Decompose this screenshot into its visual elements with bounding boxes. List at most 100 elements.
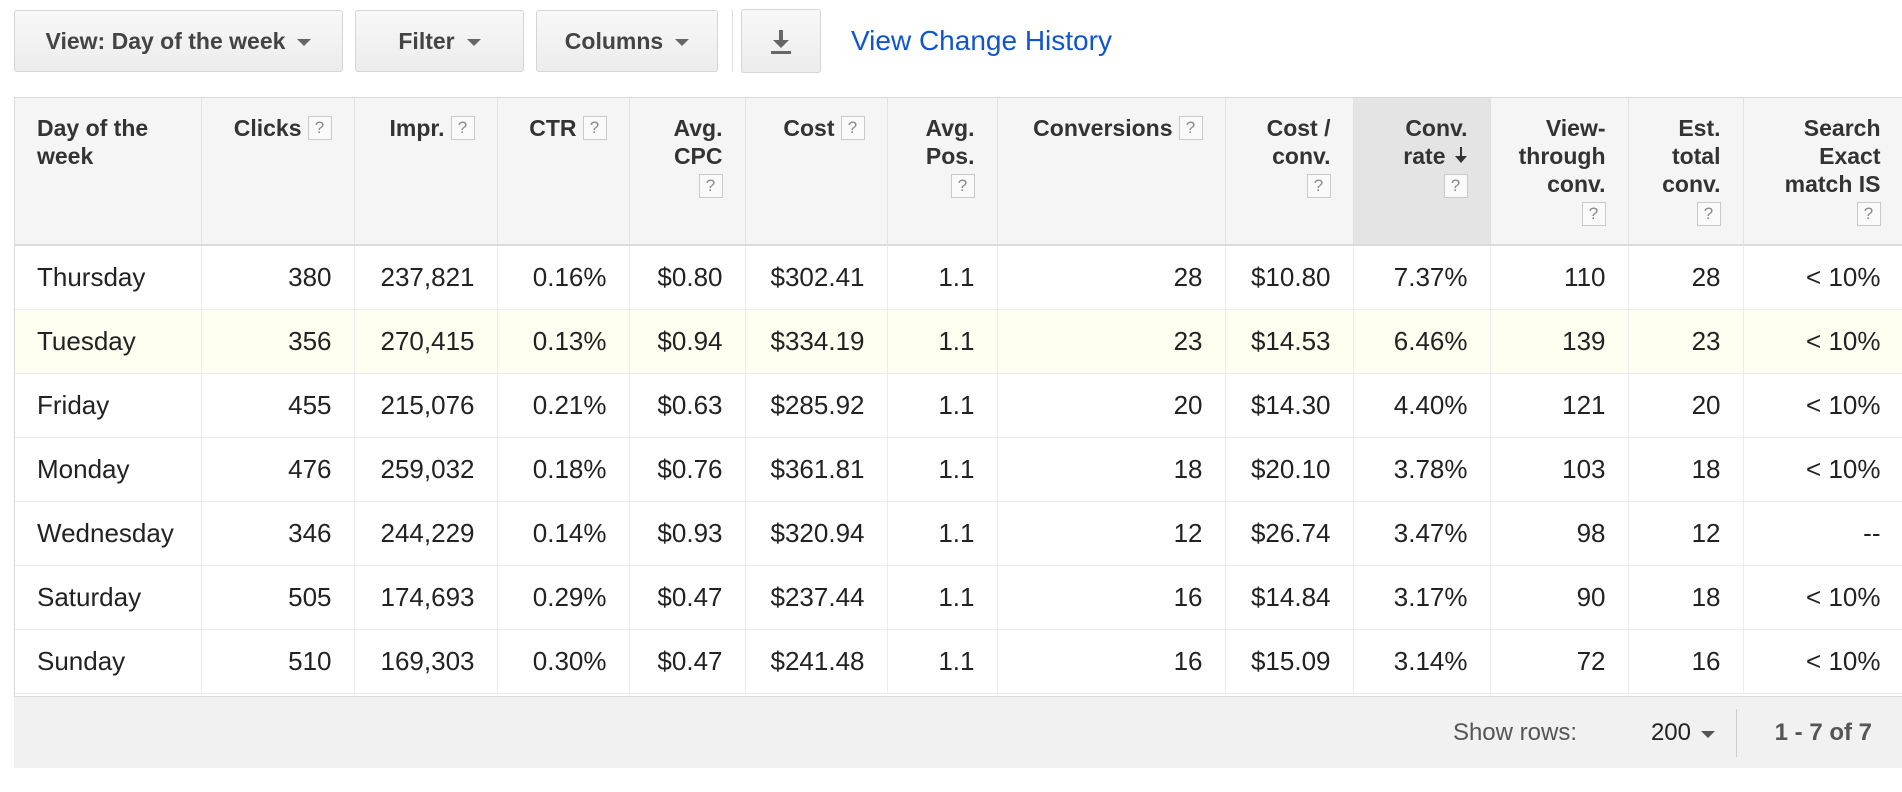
table-cell: 0.16% — [497, 245, 630, 310]
columns-dropdown-label: Columns — [564, 27, 664, 54]
table-cell: 270,415 — [354, 309, 498, 374]
help-icon[interactable]: ? — [840, 115, 865, 140]
table-row[interactable]: Saturday 505 174,693 0.29% $0.47 $237.44 1.1 16… — [15, 565, 1902, 630]
table-cell: $320.94 — [745, 501, 888, 566]
help-icon[interactable]: ? — [1581, 202, 1606, 226]
header-label: View-through conv. — [1518, 115, 1606, 197]
table-cell: $0.47 — [629, 629, 746, 694]
table-row[interactable]: Friday 455 215,076 0.21% $0.63 $285.92 1.1 20 $1… — [15, 373, 1902, 438]
help-icon[interactable]: ? — [307, 115, 332, 140]
filter-dropdown-button[interactable]: Filter — [355, 10, 524, 72]
table-cell: $0.76 — [629, 437, 746, 502]
table-cell: < 10% — [1743, 245, 1902, 310]
table-cell: 505 — [201, 565, 355, 630]
table-cell: $237.44 — [745, 565, 888, 630]
table-cell: $20.10 — [1225, 437, 1354, 502]
chevron-down-icon — [297, 39, 312, 46]
row-day-label: Wednesday — [15, 501, 202, 566]
view-dropdown-button[interactable]: View: Day of the week — [14, 10, 343, 72]
header-ctr[interactable]: CTR? — [497, 98, 630, 246]
table-cell: 103 — [1490, 437, 1629, 502]
header-avg-pos[interactable]: Avg. Pos.? — [887, 98, 998, 246]
header-view-through-conv[interactable]: View-through conv.? — [1490, 98, 1629, 246]
table-cell: < 10% — [1743, 373, 1902, 438]
table-body: Thursday 380 237,821 0.16% $0.80 $302.41 1.1 28… — [15, 245, 1902, 694]
header-clicks[interactable]: Clicks? — [201, 98, 355, 246]
header-cost[interactable]: Cost? — [745, 98, 888, 246]
header-impressions[interactable]: Impr.? — [354, 98, 498, 246]
header-avg-cpc[interactable]: Avg. CPC? — [629, 98, 746, 246]
columns-dropdown-button[interactable]: Columns — [536, 10, 718, 72]
header-label: CTR — [529, 115, 577, 141]
table-row[interactable]: Monday 476 259,032 0.18% $0.76 $361.81 1.1 18 $2… — [15, 437, 1902, 502]
footer-divider — [1736, 709, 1737, 757]
header-conversions[interactable]: Conversions? — [997, 98, 1226, 246]
table-cell: $15.09 — [1225, 629, 1354, 694]
table-cell: 476 — [201, 437, 355, 502]
header-cost-per-conv[interactable]: Cost / conv.? — [1225, 98, 1354, 246]
table-cell: 7.37% — [1353, 245, 1491, 310]
table-cell: 12 — [1628, 501, 1744, 566]
table-cell: 215,076 — [354, 373, 498, 438]
help-icon[interactable]: ? — [950, 174, 975, 198]
table-cell: < 10% — [1743, 629, 1902, 694]
help-icon[interactable]: ? — [450, 115, 475, 140]
header-label: Search Exact match IS — [1784, 115, 1881, 197]
table-cell: 98 — [1490, 501, 1629, 566]
table-cell: 16 — [1628, 629, 1744, 694]
table-cell: $241.48 — [745, 629, 888, 694]
download-icon — [770, 28, 792, 54]
table-cell: 16 — [997, 629, 1226, 694]
help-icon[interactable]: ? — [1178, 115, 1203, 140]
header-label: Day of the week — [37, 115, 149, 169]
table-cell: 18 — [1628, 565, 1744, 630]
table-row[interactable]: Thursday 380 237,821 0.16% $0.80 $302.41 1.1 28… — [15, 245, 1902, 310]
row-day-label: Tuesday — [15, 309, 202, 374]
table-cell: 12 — [997, 501, 1226, 566]
row-day-label: Saturday — [15, 565, 202, 630]
table-header-row: Day of the week Clicks? Impr.? CTR? Avg. CPC… — [15, 98, 1902, 246]
table-cell: $0.63 — [629, 373, 746, 438]
table-cell: < 10% — [1743, 437, 1902, 502]
header-label: Cost — [783, 115, 835, 141]
header-label: Conversions — [1033, 115, 1173, 141]
help-icon[interactable]: ? — [582, 115, 607, 140]
header-day-of-week[interactable]: Day of the week — [15, 98, 202, 246]
header-search-exact-match-is[interactable]: Search Exact match IS? — [1743, 98, 1902, 246]
table-cell: 169,303 — [354, 629, 498, 694]
table-cell: $0.80 — [629, 245, 746, 310]
header-label: Cost / conv. — [1266, 115, 1331, 169]
show-rows-label: Show rows: — [1452, 719, 1577, 746]
pagination-status: 1 - 7 of 7 — [1774, 719, 1872, 746]
rows-per-page-select[interactable]: 200 — [1651, 719, 1715, 747]
help-icon[interactable]: ? — [698, 174, 723, 198]
table-cell: 244,229 — [354, 501, 498, 566]
table-cell: 380 — [201, 245, 355, 310]
help-icon[interactable]: ? — [1856, 202, 1881, 226]
table-row[interactable]: Tuesday 356 270,415 0.13% $0.94 $334.19 1.1 23 $… — [15, 309, 1902, 374]
table-row[interactable]: Sunday 510 169,303 0.30% $0.47 $241.48 1.1 16 $1… — [15, 629, 1902, 694]
table-cell: 72 — [1490, 629, 1629, 694]
table-cell: 0.18% — [497, 437, 630, 502]
table-cell: $0.94 — [629, 309, 746, 374]
table-cell: $302.41 — [745, 245, 888, 310]
table-cell: 0.13% — [497, 309, 630, 374]
help-icon[interactable]: ? — [1443, 174, 1468, 198]
view-change-history-link[interactable]: View Change History — [851, 25, 1112, 56]
download-button[interactable] — [741, 9, 821, 73]
row-day-label: Thursday — [15, 245, 202, 310]
table-cell: $14.30 — [1225, 373, 1354, 438]
table-row[interactable]: Wednesday 346 244,229 0.14% $0.93 $320.94 1.1 1… — [15, 501, 1902, 566]
table-cell: 1.1 — [887, 565, 998, 630]
header-est-total-conv[interactable]: Est. total conv.? — [1628, 98, 1744, 246]
table-cell: 23 — [1628, 309, 1744, 374]
header-conv-rate[interactable]: Conv. rate? — [1353, 98, 1491, 246]
help-icon[interactable]: ? — [1696, 202, 1721, 226]
table-cell: -- — [1743, 501, 1902, 566]
table-cell: 0.21% — [497, 373, 630, 438]
toolbar: View: Day of the week Filter Columns Vie… — [14, 9, 1112, 73]
row-day-label: Sunday — [15, 629, 202, 694]
table-cell: 18 — [1628, 437, 1744, 502]
help-icon[interactable]: ? — [1306, 174, 1331, 198]
table-cell: 1.1 — [887, 373, 998, 438]
